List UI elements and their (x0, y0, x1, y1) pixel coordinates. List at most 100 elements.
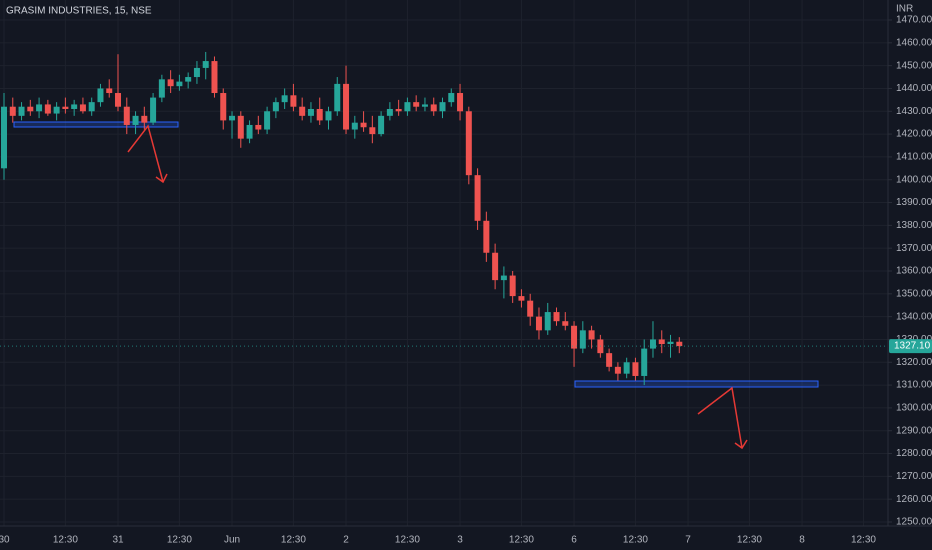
x-tick-label: 12:30 (53, 535, 78, 546)
candle-body (115, 93, 122, 107)
x-tick-label: 12:30 (395, 535, 420, 546)
axes: 1250.00 1260.00 1270.00 1280.00 1290.00 1300.… (0, 15, 932, 546)
x-tick-label: 8 (799, 535, 805, 546)
x-tick-label: 12:30 (737, 535, 762, 546)
candle-body (413, 102, 420, 107)
candle-body (562, 321, 569, 326)
candle-body (255, 124, 262, 130)
candle-body (527, 300, 534, 317)
y-tick-label: 1300.00 (896, 403, 932, 414)
candle-body (430, 104, 437, 112)
x-tick-label: 12:30 (851, 535, 876, 546)
candle-body (649, 339, 656, 349)
y-tick-label: 1280.00 (896, 448, 932, 459)
candle-body (176, 81, 183, 87)
candle-body (500, 275, 507, 281)
candle-body (79, 104, 86, 112)
x-tick-label: 2 (343, 535, 349, 546)
candle-body (132, 115, 139, 125)
candle-body (158, 79, 165, 98)
y-tick-label: 1410.00 (896, 152, 932, 163)
candle-body (272, 102, 279, 112)
y-tick-label: 1420.00 (896, 129, 932, 140)
candle-body (614, 366, 621, 374)
candle-body (632, 362, 639, 376)
candle-body (571, 325, 578, 349)
candle-body (378, 115, 385, 135)
candle-body (544, 312, 551, 331)
candle-body (9, 106, 16, 116)
x-tick-label: 30 (0, 535, 10, 546)
candle-body (465, 111, 472, 176)
drawn-arrow (697, 386, 743, 449)
x-tick-label: 12:30 (623, 535, 648, 546)
candle-body (386, 108, 393, 116)
y-tick-label: 1460.00 (896, 37, 932, 48)
last-price-label: 1327.10 (894, 341, 931, 352)
candle-body (351, 122, 358, 130)
candle-body (369, 127, 376, 135)
y-tick-label: 1350.00 (896, 288, 932, 299)
y-tick-label: 1390.00 (896, 197, 932, 208)
candle-body (150, 97, 157, 123)
candle-body (307, 108, 314, 116)
candle-body (623, 362, 630, 374)
candle-body (457, 93, 464, 112)
y-tick-label: 1320.00 (896, 357, 932, 368)
y-tick-label: 1400.00 (896, 174, 932, 185)
candle-body (290, 95, 297, 107)
candle-body (553, 312, 560, 322)
candle-body (360, 122, 367, 128)
candle-body (97, 88, 104, 103)
chart-title: GRASIM INDUSTRIES, 15, NSE (6, 6, 152, 17)
x-tick-label: 7 (685, 535, 691, 546)
y-tick-label: 1290.00 (896, 425, 932, 436)
candle-body (237, 115, 244, 139)
candle-body (246, 124, 253, 139)
candle-body (18, 106, 25, 116)
y-tick-label: 1430.00 (896, 106, 932, 117)
y-tick-label: 1370.00 (896, 243, 932, 254)
candle-body (106, 88, 113, 94)
y-tick-label: 1260.00 (896, 494, 932, 505)
y-tick-label: 1450.00 (896, 60, 932, 71)
grid (0, 0, 888, 526)
candle-body (474, 175, 481, 221)
candle-body (264, 111, 271, 130)
arrow-head (155, 173, 168, 184)
candle-body (325, 111, 332, 121)
candle-body (211, 61, 218, 94)
y-tick-label: 1270.00 (896, 471, 932, 482)
candle-body (202, 61, 209, 68)
candle-body (229, 115, 236, 121)
candle-body (404, 102, 411, 112)
candle-body (299, 106, 306, 116)
candle-body (492, 252, 499, 281)
candle-body (588, 330, 595, 340)
candle-body (579, 330, 586, 349)
candle-body (141, 115, 148, 123)
y-tick-label: 1440.00 (896, 83, 932, 94)
x-tick-label: 31 (112, 535, 124, 546)
candle-body (343, 83, 350, 130)
x-tick-label: 12:30 (167, 535, 192, 546)
candle-body (71, 104, 78, 109)
candle-body (421, 104, 428, 107)
candle-body (62, 106, 69, 109)
support-zone (13, 121, 179, 128)
candle-body (167, 79, 174, 87)
candle-body (483, 220, 490, 253)
candle-body (439, 102, 446, 112)
currency-label: INR (896, 4, 913, 15)
x-tick-label: Jun (224, 535, 240, 546)
candle-body (123, 106, 130, 125)
y-tick-label: 1360.00 (896, 266, 932, 277)
candle-body (1, 106, 7, 169)
last-price-box (889, 339, 932, 354)
candle-body (88, 102, 95, 112)
candle-body (220, 93, 227, 121)
candle-body (641, 348, 648, 376)
